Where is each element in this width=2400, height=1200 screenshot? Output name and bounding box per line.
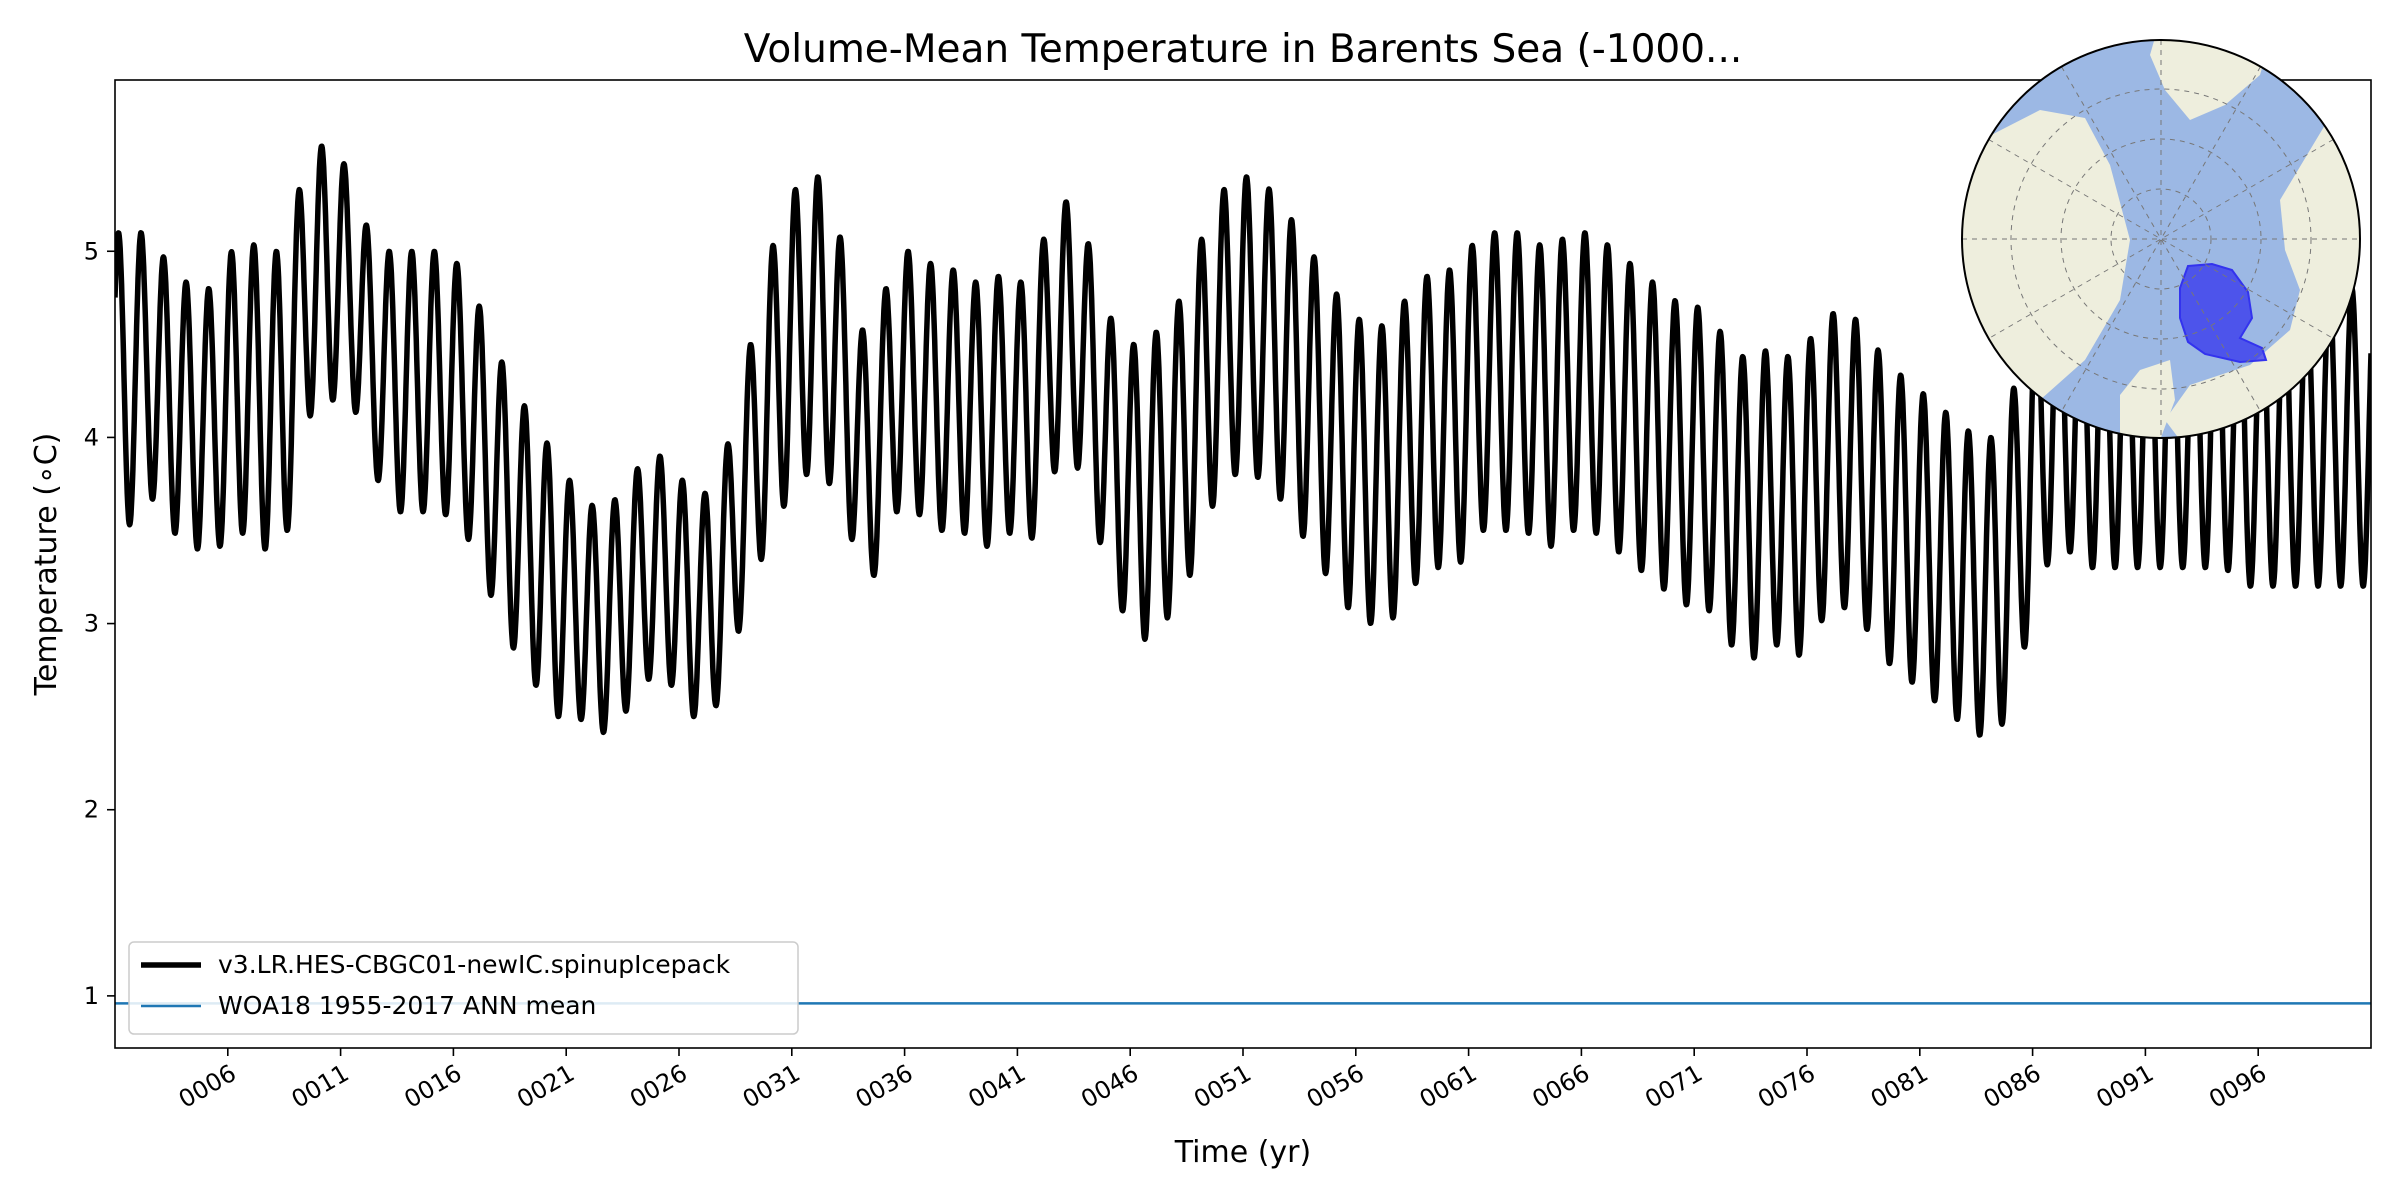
model-temperature-line <box>115 143 2371 738</box>
y-tick-label: 3 <box>84 610 99 638</box>
x-tick-label: 0041 <box>964 1059 1031 1114</box>
x-tick-label: 0006 <box>174 1059 241 1114</box>
inset-polar-map <box>1961 39 2361 439</box>
plot-frame <box>114 79 2372 1049</box>
x-tick-label: 0066 <box>1528 1059 1595 1114</box>
map-land-iceland <box>2040 292 2082 316</box>
legend-label-model: v3.LR.HES-CBGC01-newIC.spinupIcepack <box>218 950 731 979</box>
x-axis-ticks: 0006 0011 0016 0021 0026 0031 0036 0041 0046 0051… <box>174 1048 2271 1114</box>
x-tick-label: 0056 <box>1302 1059 1369 1114</box>
map-land-north-america <box>1962 110 2130 420</box>
x-tick-label: 0026 <box>625 1059 692 1114</box>
legend-box <box>128 941 799 1035</box>
graticule-circle <box>2010 88 2312 390</box>
graticule-meridian <box>2061 66 2261 412</box>
y-tick-label: 1 <box>84 982 99 1010</box>
x-tick-label: 0096 <box>2204 1059 2271 1114</box>
x-tick-label: 0091 <box>2092 1059 2159 1114</box>
graticule-meridian <box>2061 66 2261 412</box>
x-tick-label: 0051 <box>1189 1059 1256 1114</box>
graticule-meridian <box>1988 139 2334 339</box>
map-barents-sea-region <box>2179 262 2268 364</box>
x-tick-label: 0021 <box>512 1059 579 1114</box>
graticule-circle <box>2110 188 2212 290</box>
x-tick-label: 0061 <box>1415 1059 1482 1114</box>
x-tick-label: 0081 <box>1866 1059 1933 1114</box>
legend: v3.LR.HES-CBGC01-newIC.spinupIcepack WOA… <box>128 941 799 1035</box>
x-axis-label: Time (yr) <box>1174 1135 1311 1170</box>
x-tick-label: 0046 <box>1076 1059 1143 1114</box>
x-tick-label: 0076 <box>1753 1059 1820 1114</box>
x-tick-label: 0011 <box>287 1059 354 1114</box>
x-tick-label: 0031 <box>738 1059 805 1114</box>
y-axis-label: Temperature (∘C) <box>29 433 64 697</box>
y-tick-label: 2 <box>84 796 99 824</box>
map-graticule <box>1962 40 2360 438</box>
x-tick-label: 0036 <box>851 1059 918 1114</box>
map-land-eurasia <box>2165 70 2360 438</box>
x-tick-label: 0086 <box>1979 1059 2046 1114</box>
chart-title: Volume-Mean Temperature in Barents Sea (… <box>744 27 1743 72</box>
x-tick-label: 0016 <box>400 1059 467 1114</box>
y-axis-ticks: 1 2 3 4 5 <box>84 237 115 1010</box>
y-tick-label: 5 <box>84 237 99 265</box>
graticule-circle <box>2060 138 2262 340</box>
x-tick-label: 0071 <box>1640 1059 1707 1114</box>
map-border <box>1961 39 2361 439</box>
graticule-meridian <box>1988 139 2334 339</box>
legend-label-woa: WOA18 1955-2017 ANN mean <box>218 991 596 1020</box>
y-tick-label: 4 <box>84 423 99 451</box>
